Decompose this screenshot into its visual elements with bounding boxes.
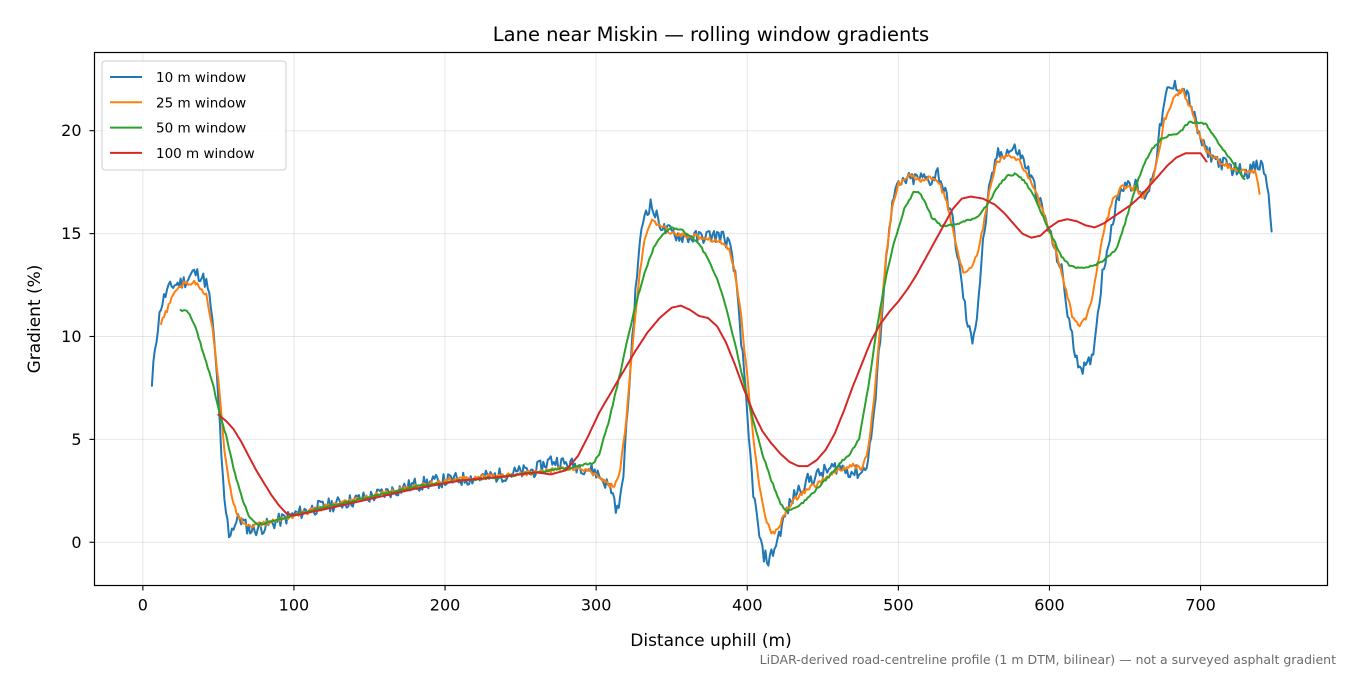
series-lines	[150, 79, 1273, 567]
y-tick-label: 0	[71, 533, 81, 552]
y-tick-label: 5	[71, 430, 81, 449]
x-tick-label: 200	[430, 596, 461, 615]
series-line-4	[217, 152, 1208, 517]
x-tick-label: 600	[1034, 596, 1065, 615]
y-tick-label: 20	[61, 121, 81, 140]
legend: 10 m window 25 m window 50 m window 100 m w…	[101, 60, 287, 171]
legend-label: 50 m window	[156, 121, 246, 137]
axis-ticks: 0 100 200 300 400 500 600 700 0 5 10 15 20	[61, 121, 1216, 614]
y-axis-label: Gradient (%)	[25, 265, 45, 374]
footnote: LiDAR-derived road-centreline profile (1…	[760, 652, 1336, 667]
y-tick-label: 15	[61, 224, 81, 243]
legend-box	[101, 60, 287, 171]
series-line-3	[179, 120, 1246, 526]
legend-label: 100 m window	[156, 146, 255, 162]
x-tick-label: 100	[279, 596, 310, 615]
legend-label: 25 m window	[156, 95, 246, 111]
plot-frame	[93, 51, 1329, 587]
x-tick-label: 0	[138, 596, 148, 615]
x-tick-label: 700	[1185, 596, 1216, 615]
chart-title: Lane near Miskin — rolling window gradie…	[493, 23, 929, 46]
y-tick-label: 10	[61, 327, 81, 346]
x-tick-label: 400	[732, 596, 763, 615]
legend-label: 10 m window	[156, 70, 246, 86]
series-line-1	[150, 79, 1273, 567]
series-line-2	[160, 87, 1261, 535]
x-tick-label: 300	[581, 596, 612, 615]
x-axis-label: Distance uphill (m)	[630, 631, 791, 651]
x-tick-label: 500	[883, 596, 914, 615]
